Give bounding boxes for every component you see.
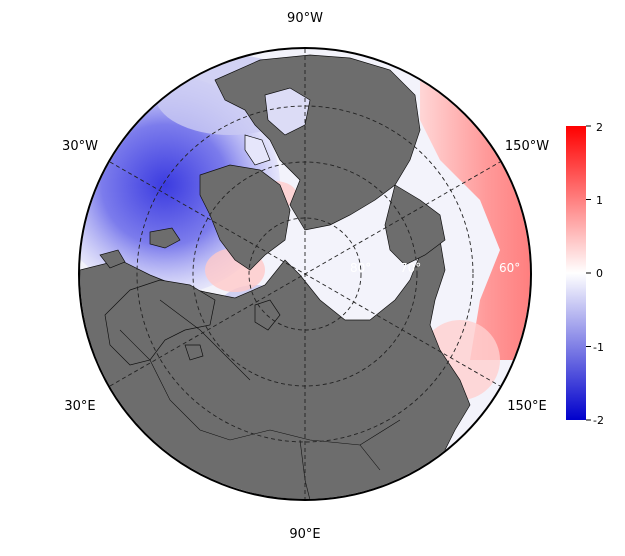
lon-label-lower-left: 30°E: [64, 399, 95, 414]
colorbar-tick-minus-2: -2: [593, 414, 604, 427]
map-outline: [78, 47, 532, 501]
lon-label-upper-right: 150°W: [505, 139, 549, 154]
colorbar-tick-1: 1: [596, 194, 603, 207]
lat-label-80: 80°: [350, 261, 371, 275]
lat-label-60: 60°: [499, 261, 520, 275]
alaska-region: [384, 184, 446, 266]
colorbar-tick-2: 2: [596, 121, 603, 134]
colorbar: 2 1 0 -1 -2: [566, 121, 604, 427]
lon-label-lower-right: 150°E: [507, 399, 547, 414]
lon-label-upper-left: 30°W: [62, 139, 98, 154]
colorbar-tick-minus-1: -1: [593, 341, 604, 354]
hudson-bay: [264, 87, 311, 136]
lon-label-top: 90°W: [287, 11, 323, 26]
scandinavia: [104, 279, 216, 366]
land-masses: [80, 54, 471, 499]
colorbar-gradient: [566, 126, 586, 420]
iceland: [149, 227, 181, 249]
lon-label-bottom: 90°E: [289, 527, 320, 542]
colorbar-tick-0: 0: [596, 267, 603, 280]
lat-label-70: 70°: [400, 261, 421, 275]
graticule: [109, 49, 501, 499]
